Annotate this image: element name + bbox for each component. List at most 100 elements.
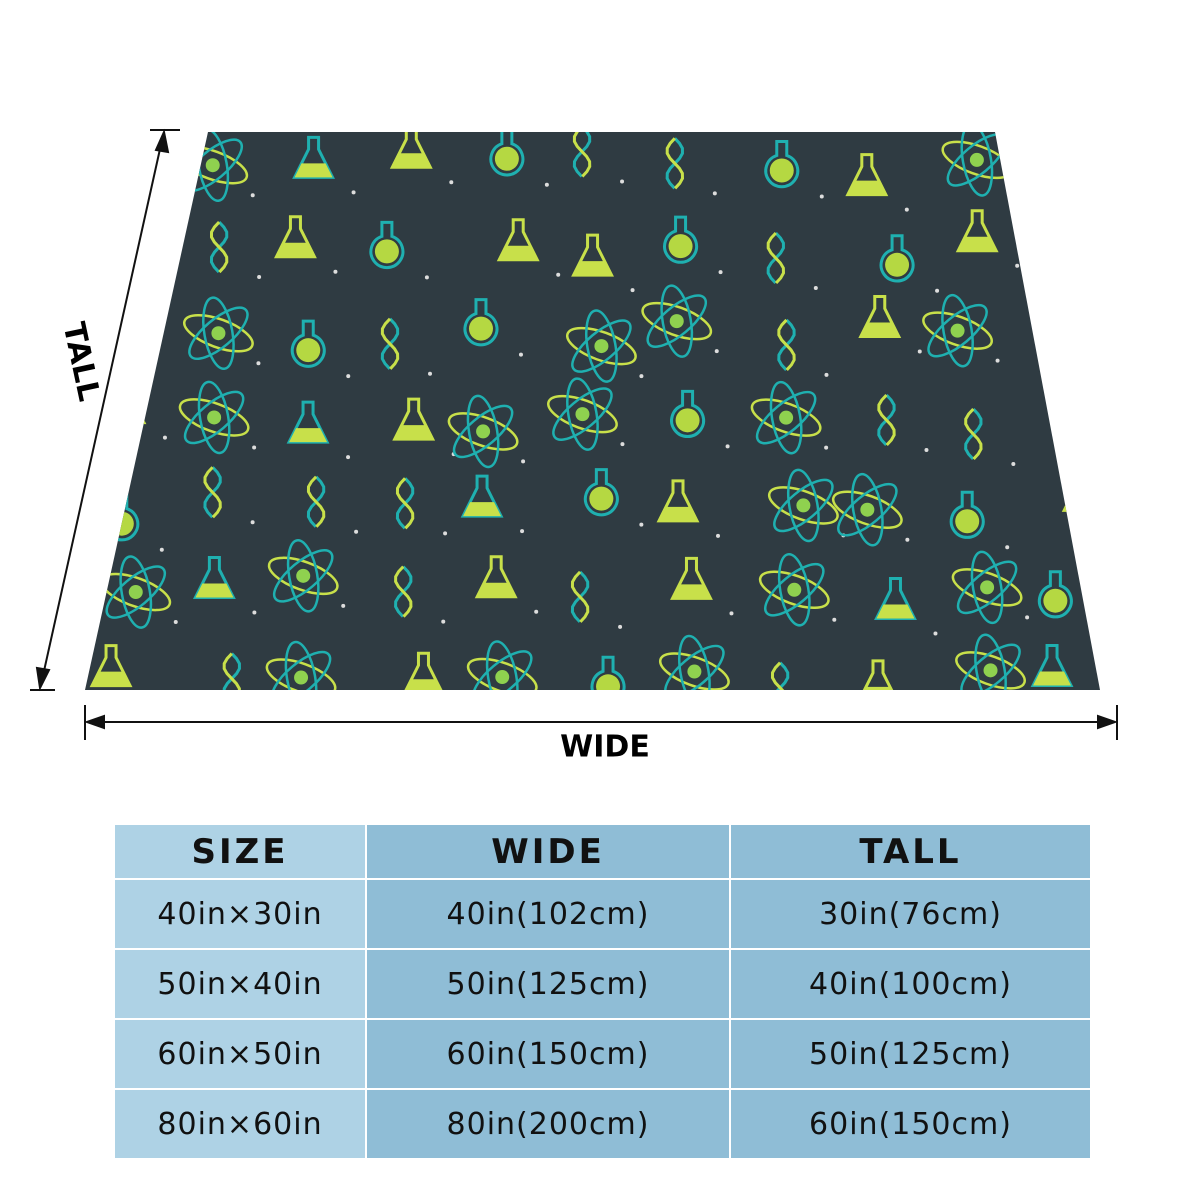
- pattern-shape: [777, 318, 796, 371]
- pattern-shape: [178, 398, 250, 437]
- pattern-shape: [951, 568, 1023, 607]
- pattern-shape: [521, 459, 526, 464]
- pattern-shape: [770, 661, 790, 690]
- pattern-shape: [495, 670, 510, 685]
- pattern-shape: [668, 234, 693, 259]
- pattern-shape: [837, 482, 898, 537]
- pattern-shape: [518, 352, 523, 357]
- pattern-shape: [1061, 468, 1100, 512]
- pattern-shape: [927, 303, 988, 358]
- pattern-shape: [447, 412, 519, 451]
- pattern-shape: [424, 275, 429, 280]
- pattern-shape: [585, 309, 618, 383]
- pattern-shape: [656, 479, 700, 523]
- pattern-shape: [88, 235, 131, 279]
- pattern-shape: [1028, 141, 1100, 180]
- pattern-shape: [596, 674, 621, 690]
- pattern-shape: [211, 326, 226, 341]
- pattern-shape: [205, 158, 220, 173]
- pattern-shape: [392, 153, 431, 168]
- pattern-shape: [374, 239, 399, 264]
- pattern-shape: [917, 349, 922, 354]
- pattern-shape: [1065, 287, 1099, 361]
- pattern-shape: [485, 640, 519, 690]
- pattern-shape: [858, 295, 902, 339]
- pattern-shape: [265, 658, 337, 690]
- pattern-shape: [969, 152, 984, 167]
- pattern-shape: [354, 529, 359, 534]
- pattern-shape: [687, 664, 702, 679]
- pattern-shape: [85, 147, 156, 187]
- pattern-shape: [183, 390, 245, 445]
- pattern-shape: [296, 568, 311, 583]
- pattern-shape: [750, 398, 822, 437]
- pattern-shape: [672, 584, 711, 599]
- table-cell: 40in(102cm): [367, 880, 729, 948]
- table-cell: 80in(200cm): [367, 1090, 729, 1158]
- pattern-shape: [1041, 220, 1077, 269]
- pattern-shape: [203, 466, 222, 519]
- pattern-shape: [773, 478, 834, 533]
- pattern-shape: [618, 624, 623, 629]
- pattern-shape: [924, 447, 929, 452]
- pattern-shape: [885, 252, 910, 277]
- pattern-shape: [1025, 615, 1030, 620]
- pattern-shape: [678, 634, 711, 690]
- pattern-shape: [1074, 317, 1089, 332]
- pattern-shape: [786, 468, 820, 543]
- pattern-shape: [463, 298, 499, 347]
- pattern-shape: [714, 349, 719, 354]
- pattern-shape: [369, 220, 405, 270]
- pattern-shape: [670, 389, 706, 439]
- pattern-shape: [1046, 238, 1071, 263]
- pattern-shape: [779, 410, 794, 425]
- pattern-shape: [499, 245, 538, 260]
- pattern-shape: [764, 140, 800, 189]
- pattern-shape: [958, 236, 997, 251]
- pattern-shape: [589, 486, 614, 511]
- pattern-shape: [534, 609, 539, 614]
- pattern-shape: [547, 394, 618, 434]
- table-cell: 50in(125cm): [731, 1020, 1090, 1088]
- pattern-shape: [819, 194, 824, 199]
- pattern-shape: [877, 393, 896, 446]
- pattern-shape: [933, 631, 938, 636]
- pattern-shape: [296, 338, 321, 363]
- pattern-shape: [270, 707, 274, 711]
- pattern-shape: [725, 444, 730, 449]
- pattern-shape: [712, 191, 717, 196]
- pattern-shape: [675, 408, 700, 433]
- pattern-shape: [294, 670, 309, 685]
- pattern-shape: [764, 563, 825, 617]
- pattern-shape: [351, 190, 356, 195]
- pattern-shape: [941, 293, 974, 368]
- pattern-shape: [758, 570, 830, 610]
- pattern-shape: [380, 317, 400, 370]
- table-cell: 40in(100cm): [731, 950, 1090, 1018]
- pattern-shape: [333, 269, 338, 274]
- pattern-shape: [1093, 624, 1098, 629]
- pattern-shape: [195, 583, 234, 598]
- pattern-shape: [620, 442, 625, 447]
- tall-label: TALL: [56, 319, 107, 404]
- pattern-shape: [119, 555, 153, 629]
- pattern-shape: [147, 289, 152, 294]
- pattern-shape: [850, 472, 884, 547]
- pattern-shape: [520, 529, 525, 534]
- pattern-shape: [1051, 297, 1100, 351]
- pattern-shape: [818, 716, 822, 720]
- pattern-shape: [256, 361, 261, 366]
- pattern-shape: [960, 132, 994, 197]
- pattern-shape: [571, 233, 614, 277]
- pattern-shape: [474, 555, 518, 599]
- pattern-shape: [294, 163, 333, 178]
- pattern-shape: [272, 549, 334, 603]
- pattern-shape: [1121, 523, 1125, 527]
- pattern-shape: [856, 659, 900, 690]
- pattern-shape: [1046, 304, 1100, 344]
- wide-arrow: [83, 705, 1119, 740]
- pattern-shape: [389, 132, 433, 169]
- pattern-shape: [252, 445, 257, 450]
- pattern-shape: [1057, 153, 1072, 168]
